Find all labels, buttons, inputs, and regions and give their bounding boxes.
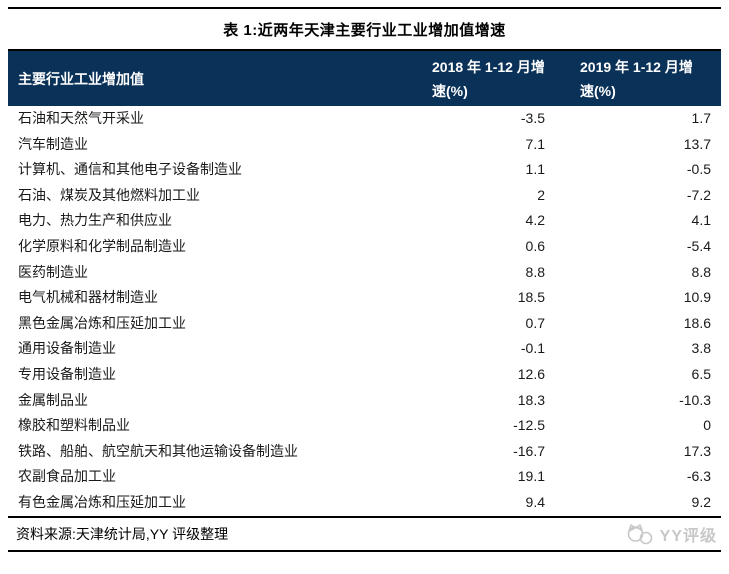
- table-row: 专用设备制造业 12.6 6.5: [8, 362, 721, 388]
- value-2018-cell: 12.6: [517, 365, 545, 382]
- table-row: 农副食品加工业 19.1 -6.3: [8, 464, 721, 490]
- table-header-row: 主要行业工业增加值 2018 年 1-12 月增 速(%) 2019 年 1-1…: [8, 49, 721, 106]
- value-2019-cell: 1.7: [691, 110, 711, 126]
- value-2018-cell: 4.2: [525, 212, 545, 229]
- industry-name-cell: 铁路、船舶、航空航天和其他运输设备制造业: [18, 442, 298, 459]
- industry-name-cell: 医药制造业: [18, 263, 88, 280]
- value-2019-cell: 6.5: [691, 365, 711, 382]
- value-2018-cell: 18.3: [517, 391, 545, 408]
- value-2019-cell: -10.3: [679, 391, 711, 408]
- industry-name-cell: 专用设备制造业: [18, 365, 116, 382]
- industry-name-cell: 通用设备制造业: [18, 340, 116, 357]
- table-row: 汽车制造业 7.1 13.7: [8, 132, 721, 158]
- value-2019-cell: 4.1: [691, 212, 711, 229]
- top-divider: [8, 7, 721, 9]
- table-row: 化学原料和化学制品制造业 0.6 -5.4: [8, 234, 721, 260]
- col-header-2018-growth: 2018 年 1-12 月增 速(%): [432, 58, 545, 99]
- value-2018-cell: 2: [537, 186, 545, 203]
- table-row: 金属制品业 18.3 -10.3: [8, 388, 721, 414]
- table-row: 石油和天然气开采业 -3.5 1.7: [8, 106, 721, 132]
- table-row: 黑色金属冶炼和压延加工业 0.7 18.6: [8, 311, 721, 337]
- value-2019-cell: 17.3: [683, 442, 711, 459]
- value-2018-cell: 9.4: [525, 493, 545, 510]
- industry-name-cell: 电力、热力生产和供应业: [18, 212, 172, 229]
- value-2018-cell: -16.7: [513, 442, 545, 459]
- table-row: 石油、煤炭及其他燃料加工业 2 -7.2: [8, 183, 721, 209]
- value-2019-cell: 8.8: [691, 263, 711, 280]
- value-2019-cell: 10.9: [683, 289, 711, 306]
- report-page: 表 1:近两年天津主要行业工业增加值增速 主要行业工业增加值 2018 年 1-…: [0, 7, 729, 552]
- value-2018-cell: 7.1: [525, 135, 545, 152]
- table-row: 铁路、船舶、航空航天和其他运输设备制造业 -16.7 17.3: [8, 439, 721, 465]
- industry-name-cell: 电气机械和器材制造业: [18, 289, 158, 306]
- source-note: 资料来源:天津统计局,YY 评级整理: [16, 525, 229, 542]
- value-2018-cell: 19.1: [517, 468, 545, 485]
- table-row: 电气机械和器材制造业 18.5 10.9: [8, 285, 721, 311]
- value-2018-cell: 8.8: [525, 263, 545, 280]
- table-row: 通用设备制造业 -0.1 3.8: [8, 336, 721, 362]
- table-row: 电力、热力生产和供应业 4.2 4.1: [8, 208, 721, 234]
- value-2018-cell: 0.7: [525, 314, 545, 331]
- yy-rating-logo: YY评级: [625, 522, 717, 546]
- industry-name-cell: 农副食品加工业: [18, 468, 116, 485]
- value-2019-cell: -6.3: [686, 468, 711, 485]
- table-title: 表 1:近两年天津主要行业工业增加值增速: [223, 22, 506, 39]
- value-2018-cell: 1.1: [525, 161, 545, 178]
- table-footer: 资料来源:天津统计局,YY 评级整理 YY评级: [8, 518, 721, 552]
- industry-name-cell: 黑色金属冶炼和压延加工业: [18, 314, 186, 331]
- value-2019-cell: 13.7: [683, 135, 711, 152]
- industry-growth-table: 主要行业工业增加值 2018 年 1-12 月增 速(%) 2019 年 1-1…: [8, 49, 721, 518]
- industry-name-cell: 计算机、通信和其他电子设备制造业: [18, 161, 242, 178]
- value-2018-cell: 18.5: [517, 289, 545, 306]
- yy-cat-logo-icon: [625, 522, 655, 546]
- industry-name-cell: 石油、煤炭及其他燃料加工业: [18, 186, 200, 203]
- value-2019-cell: 0: [703, 417, 711, 434]
- col-header-industry: 主要行业工业增加值: [18, 70, 144, 87]
- value-2019-cell: -7.2: [686, 186, 711, 203]
- yy-logo-text: YY评级: [659, 527, 717, 545]
- value-2018-cell: 0.6: [525, 237, 545, 254]
- table-row: 医药制造业 8.8 8.8: [8, 260, 721, 286]
- value-2019-cell: 3.8: [691, 340, 711, 357]
- table-row: 有色金属冶炼和压延加工业 9.4 9.2: [8, 490, 721, 516]
- industry-name-cell: 化学原料和化学制品制造业: [18, 237, 186, 254]
- value-2018-cell: -0.1: [520, 340, 545, 357]
- value-2018-cell: -12.5: [513, 417, 545, 434]
- value-2019-cell: 9.2: [691, 493, 711, 510]
- industry-name-cell: 有色金属冶炼和压延加工业: [18, 493, 186, 510]
- industry-name-cell: 金属制品业: [18, 391, 88, 408]
- industry-name-cell: 汽车制造业: [18, 135, 88, 152]
- col-header-2019-growth: 2019 年 1-12 月增 速(%): [580, 58, 693, 99]
- industry-name-cell: 石油和天然气开采业: [18, 110, 144, 126]
- value-2019-cell: -0.5: [686, 161, 711, 178]
- value-2018-cell: -3.5: [520, 110, 545, 126]
- value-2019-cell: 18.6: [683, 314, 711, 331]
- industry-name-cell: 橡胶和塑料制品业: [18, 417, 130, 434]
- value-2019-cell: -5.4: [686, 237, 711, 254]
- table-body: 石油和天然气开采业 -3.5 1.7 汽车制造业 7.1 13.7 计算机、通信…: [8, 106, 721, 518]
- table-row: 橡胶和塑料制品业 -12.5 0: [8, 413, 721, 439]
- table-row: 计算机、通信和其他电子设备制造业 1.1 -0.5: [8, 157, 721, 183]
